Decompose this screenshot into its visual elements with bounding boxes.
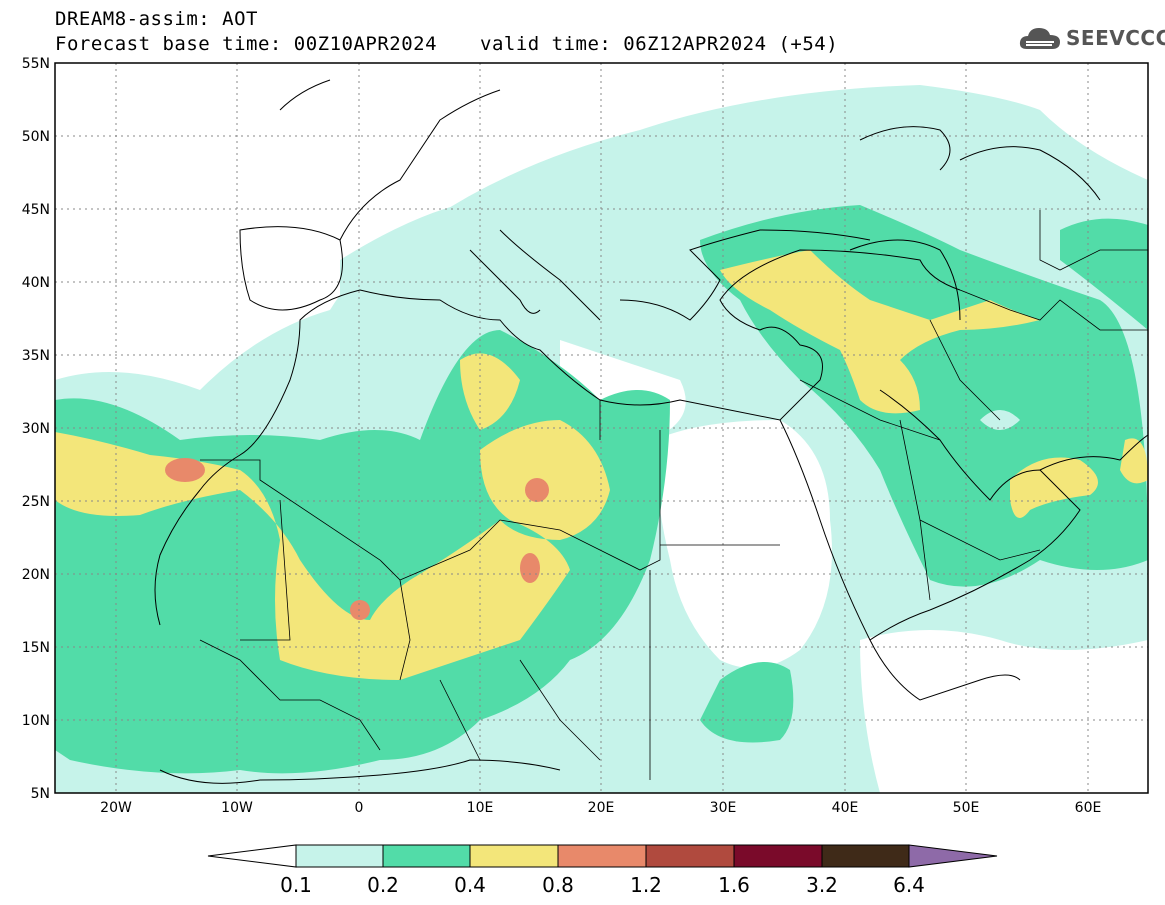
lat-30N: 30N (22, 421, 50, 437)
logo-text: SEEVCCC (1066, 26, 1165, 50)
colorbar-low-arrow (207, 844, 297, 868)
lat-15N: 15N (22, 640, 50, 656)
colorbar-high-arrow (908, 844, 998, 868)
lon-20E: 20E (588, 800, 615, 816)
aot-level-0.8 (165, 458, 549, 620)
lon-50E: 50E (953, 800, 980, 816)
colorbar-segment-4 (557, 844, 647, 868)
level-6.4: 6.4 (893, 873, 925, 897)
lat-25N: 25N (22, 494, 50, 510)
colorbar-segment-1 (295, 844, 384, 868)
lat-20N: 20N (22, 567, 50, 583)
lon-10E: 10E (467, 800, 494, 816)
lon-20W: 20W (100, 800, 132, 816)
lat-55N: 55N (22, 56, 50, 72)
lon-30E: 30E (710, 800, 737, 816)
lat-10N: 10N (22, 713, 50, 729)
colorbar-labels: 0.1 0.2 0.4 0.8 1.2 1.6 3.2 6.4 (280, 873, 925, 897)
lon-0: 0 (355, 800, 364, 816)
level-3.2: 3.2 (806, 873, 838, 897)
colorbar-segment-7 (821, 844, 910, 868)
aot-level-0.4 (55, 250, 1148, 680)
longitude-labels: 20W 10W 0 10E 20E 30E 40E 50E 60E (100, 800, 1101, 816)
lon-40E: 40E (832, 800, 859, 816)
lat-5N: 5N (31, 786, 50, 802)
lon-10W: 10W (221, 800, 253, 816)
latitude-labels: 55N 50N 45N 40N 35N 30N 25N 20N 15N 10N … (22, 56, 50, 802)
cloud-icon (1019, 28, 1060, 49)
level-1.2: 1.2 (630, 873, 662, 897)
lon-60E: 60E (1075, 800, 1102, 816)
lat-40N: 40N (22, 275, 50, 291)
lat-50N: 50N (22, 129, 50, 145)
colorbar-segment-3 (469, 844, 559, 868)
level-0.2: 0.2 (367, 873, 399, 897)
coastlines (154, 79, 1148, 784)
lat-45N: 45N (22, 202, 50, 218)
forecast-times: Forecast base time: 00Z10APR2024 valid ti… (55, 33, 838, 55)
base-time: Forecast base time: 00Z10APR2024 (55, 33, 438, 55)
graticule (55, 63, 1148, 793)
lat-35N: 35N (22, 348, 50, 364)
colorbar-segment-2 (382, 844, 471, 868)
valid-time: valid time: 06Z12APR2024 (+54) (480, 33, 839, 55)
colorbar-segment-5 (645, 844, 735, 868)
colorbar-segment-6 (733, 844, 823, 868)
level-0.8: 0.8 (542, 873, 574, 897)
map-title: DREAM8-assim: AOT (55, 8, 258, 30)
level-0.1: 0.1 (280, 873, 312, 897)
seevccc-logo: SEEVCCC (1018, 22, 1165, 54)
country-borders (199, 210, 1148, 780)
level-0.4: 0.4 (454, 873, 486, 897)
level-1.6: 1.6 (718, 873, 750, 897)
colorbar (207, 844, 998, 868)
